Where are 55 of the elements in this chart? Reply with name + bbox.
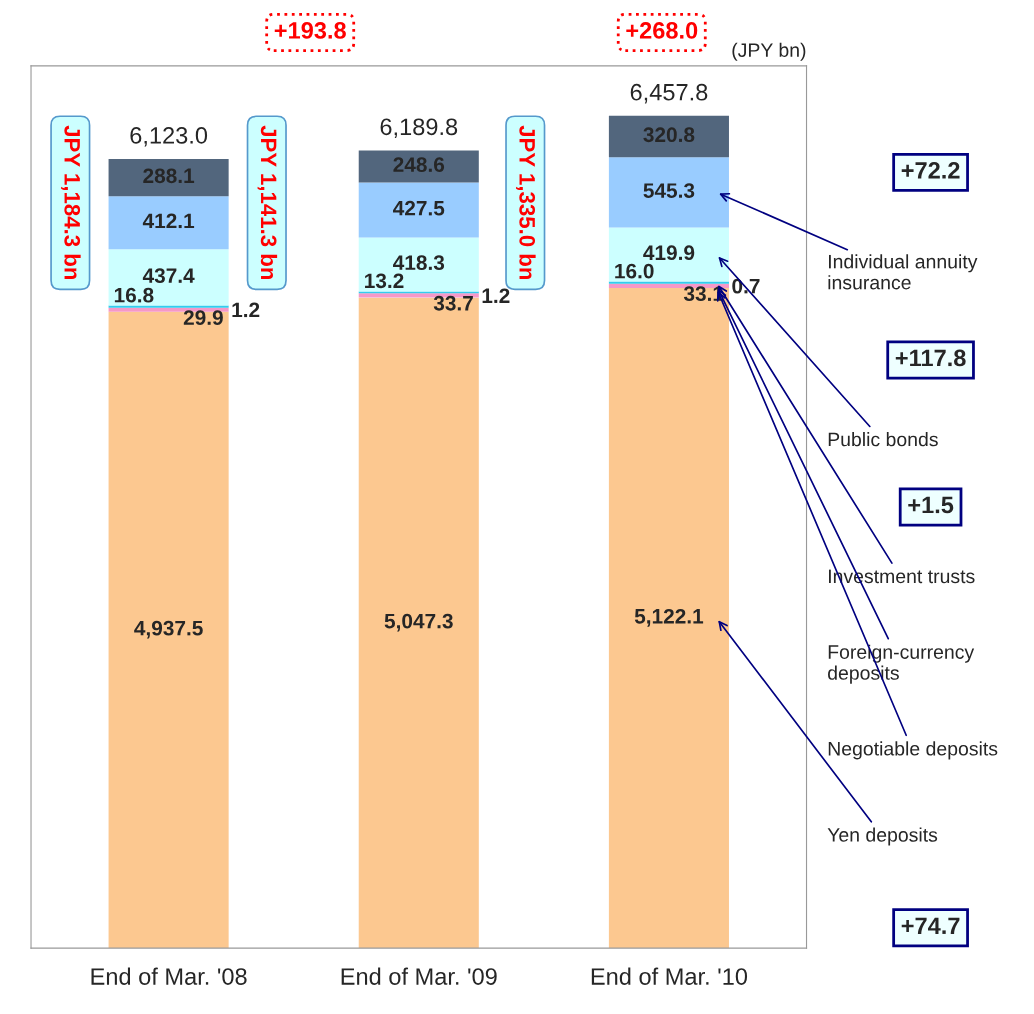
- bar: [608, 287, 729, 949]
- bar: [358, 297, 479, 949]
- data-label: 412.1: [142, 213, 195, 229]
- data-label: 13.2: [365, 273, 404, 289]
- bar: [108, 249, 229, 306]
- bar: [608, 115, 729, 158]
- text: +74.7: [901, 917, 960, 934]
- bar: [108, 305, 229, 308]
- data-label: 29.9: [183, 310, 223, 325]
- data-label: 1.2: [232, 302, 260, 318]
- text: Negotiable deposits: [828, 741, 998, 760]
- text: +193.8: [274, 22, 346, 39]
- data-label: 427.5: [393, 200, 445, 216]
- x-tick-label: End of Mar. '09: [341, 967, 497, 985]
- bar: [108, 159, 229, 197]
- bar: [108, 307, 229, 312]
- bar: [608, 157, 729, 228]
- data-label: 5,122.1: [634, 608, 704, 627]
- data-label: 5,047.3: [384, 613, 453, 632]
- text: (JPY bn): [732, 42, 806, 61]
- data-label: 16.0: [615, 263, 654, 279]
- text: Public bonds: [828, 432, 938, 447]
- data-label: 437.4: [142, 268, 195, 284]
- annotation: JPY 1,335.0 bn: [516, 125, 536, 280]
- x-tick-label: End of Mar. '08: [91, 967, 247, 985]
- text: +1.5: [908, 496, 954, 514]
- data-label: 33.7: [433, 295, 473, 311]
- text: +268.0: [626, 22, 698, 39]
- data-label: 320.8: [643, 127, 695, 143]
- text: +72.2: [901, 162, 960, 179]
- bar: [108, 196, 229, 250]
- data-label: 545.3: [643, 183, 695, 198]
- annotation: JPY 1,184.3 bn: [61, 125, 81, 280]
- text: Yen deposits: [827, 827, 938, 846]
- bar: [358, 182, 479, 238]
- data-label: 418.3: [393, 255, 445, 271]
- data-label: 4,937.5: [134, 620, 203, 639]
- bar: [608, 283, 729, 288]
- annotation: JPY 1,141.3 bn: [257, 125, 278, 280]
- bar: [108, 311, 229, 949]
- text: +117.8: [895, 349, 966, 367]
- total-label: 6,189.8: [380, 118, 458, 138]
- text: Individual annuity insurance: [828, 254, 978, 290]
- bar: [358, 150, 479, 183]
- total-label: 6,457.8: [630, 83, 708, 104]
- data-label: 1.2: [482, 288, 510, 303]
- bar: [608, 281, 729, 284]
- data-label: 419.9: [643, 245, 695, 261]
- data-label: 288.1: [143, 168, 195, 184]
- data-label: 16.8: [114, 287, 154, 303]
- bar: [608, 227, 729, 282]
- x-tick-label: End of Mar. '10: [591, 967, 748, 985]
- data-label: 248.6: [393, 157, 445, 173]
- total-label: 6,123.0: [130, 127, 208, 147]
- bar: [358, 237, 479, 292]
